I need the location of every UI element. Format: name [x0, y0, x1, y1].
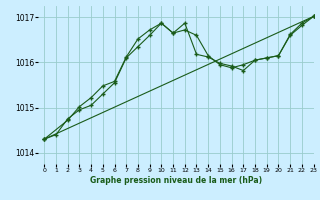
X-axis label: Graphe pression niveau de la mer (hPa): Graphe pression niveau de la mer (hPa): [90, 176, 262, 185]
